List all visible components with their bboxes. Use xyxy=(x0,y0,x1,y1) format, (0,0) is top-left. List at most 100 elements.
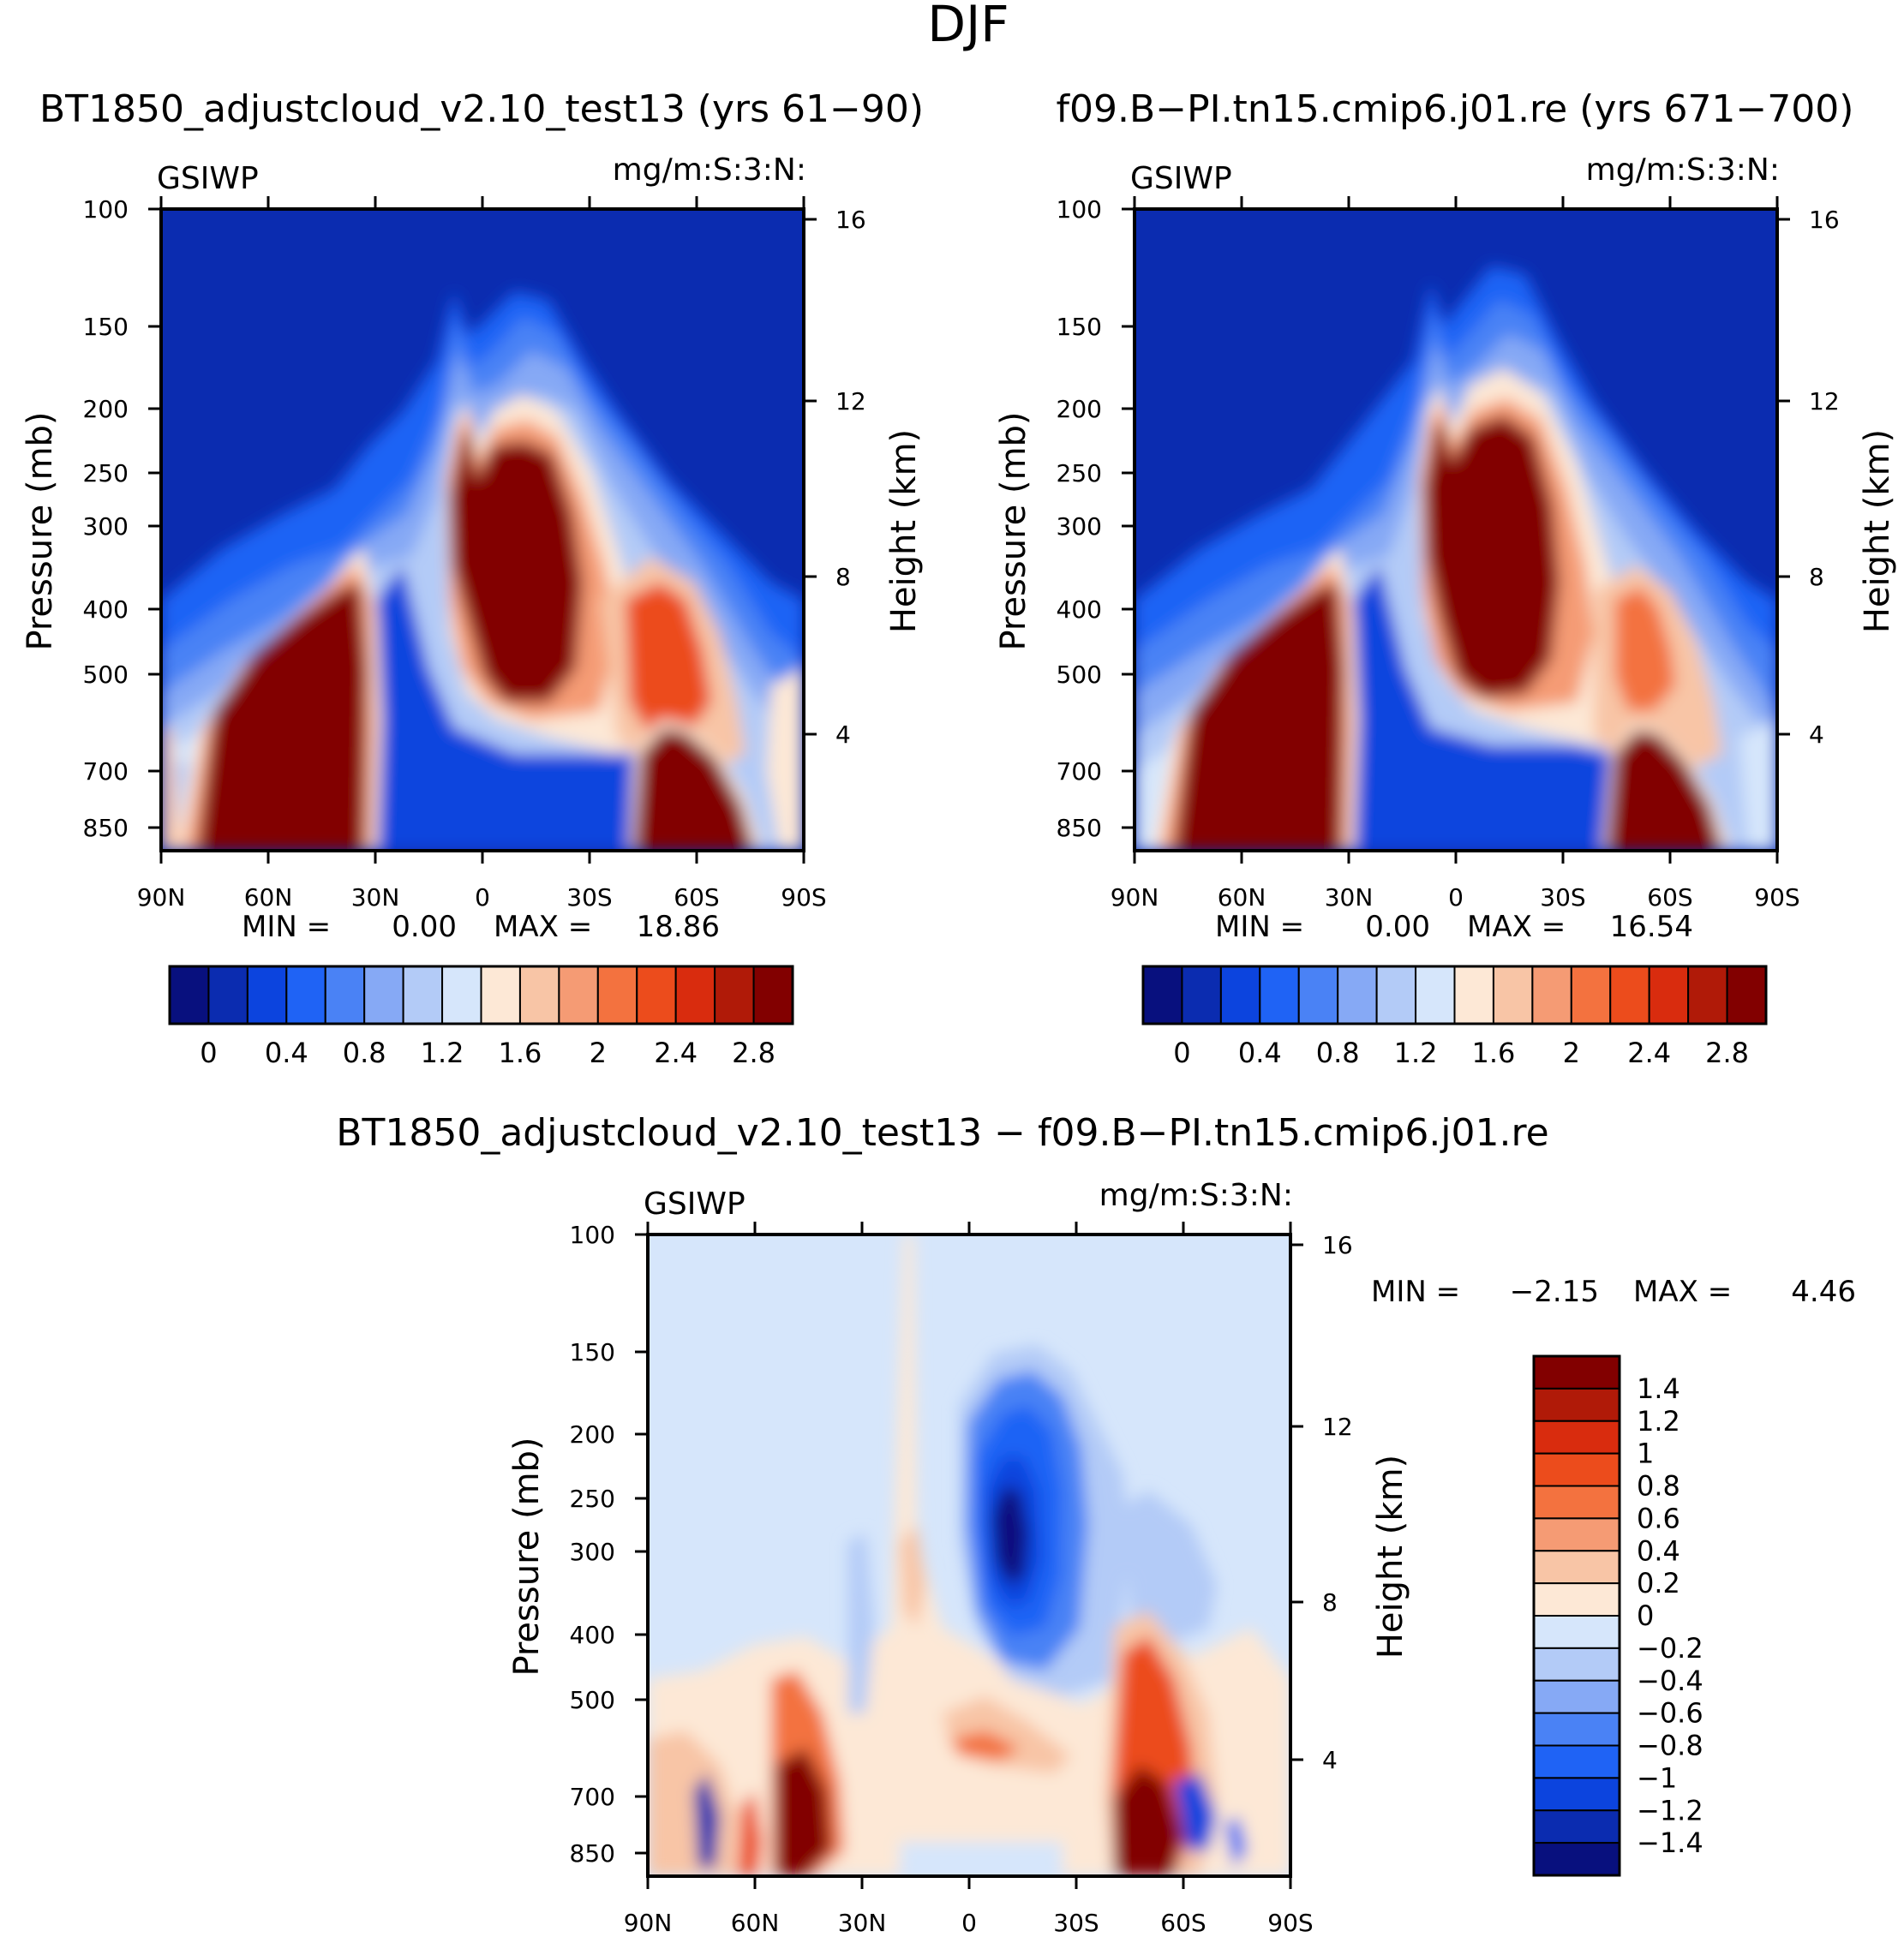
colorbar-label: 1 xyxy=(1637,1438,1654,1470)
colorbar-swatch xyxy=(1648,966,1690,1025)
panel-b-ticks xyxy=(1122,196,1790,864)
panel-b-field xyxy=(1135,209,1777,851)
x-tick-label: 0 xyxy=(961,1909,977,1937)
colorbar-label: 0.4 xyxy=(265,1037,308,1069)
colorbar-label: 0.6 xyxy=(1637,1502,1680,1534)
colorbar-swatch xyxy=(1533,1550,1620,1585)
colorbar-swatch xyxy=(1533,1355,1620,1390)
y-tick-label: 150 xyxy=(1057,313,1102,341)
colorbar-swatch xyxy=(1297,966,1339,1025)
min-value: −2.15 xyxy=(1510,1275,1599,1309)
figure-title: DJF xyxy=(927,0,1009,53)
colorbar-label: 0.4 xyxy=(1637,1534,1680,1567)
colorbar-swatch xyxy=(1533,1647,1620,1682)
colorbar-swatch xyxy=(1533,1387,1620,1422)
units-label: mg/m:S:3:N: xyxy=(613,152,806,188)
panel-a-title: BT1850_adjustcloud_v2.10_test13 (yrs 61−… xyxy=(39,87,924,131)
x-tick-label: 90S xyxy=(1267,1909,1313,1937)
colorbar-label: −0.8 xyxy=(1637,1730,1703,1762)
x-tick-label: 30N xyxy=(1325,883,1374,912)
colorbar-label: 0.2 xyxy=(1637,1567,1680,1599)
y-tick-label: 250 xyxy=(83,459,129,487)
colorbar-swatch xyxy=(1219,966,1261,1025)
colorbar-swatch xyxy=(1570,966,1612,1025)
y-axis-right-label: Height (km) xyxy=(884,429,924,633)
max-value: 16.54 xyxy=(1610,910,1693,944)
colorbar-label: −0.6 xyxy=(1637,1697,1703,1730)
colorbar-label: 0 xyxy=(1637,1599,1654,1632)
panel-b-colorbar: 0 0.4 0.8 1.2 1.6 2 2.4 2.8 xyxy=(1141,965,1768,1069)
max-value: 18.86 xyxy=(637,910,720,944)
colorbar-swatch xyxy=(363,966,404,1025)
colorbar-swatch xyxy=(1533,1420,1620,1455)
y-tick-label: 400 xyxy=(570,1621,615,1649)
x-tick-label: 30S xyxy=(1053,1909,1099,1937)
colorbar-label: 1.2 xyxy=(1394,1037,1438,1069)
colorbar-swatch xyxy=(207,966,248,1025)
x-tick-label: 90S xyxy=(1754,883,1799,912)
y-axis-label: Pressure (mb) xyxy=(994,411,1033,650)
y-tick-label: 200 xyxy=(1057,395,1102,423)
height-tick-label: 12 xyxy=(1322,1413,1353,1441)
colorbar-label: 1.6 xyxy=(1471,1037,1515,1069)
colorbar-label: −1 xyxy=(1637,1761,1677,1794)
y-tick-label: 500 xyxy=(83,661,129,689)
colorbar-swatch xyxy=(1533,1485,1620,1520)
colorbar-swatch xyxy=(596,966,638,1025)
y-axis-label: Pressure (mb) xyxy=(507,1437,547,1676)
colorbar-swatch xyxy=(714,966,755,1025)
y-tick-label: 100 xyxy=(83,195,129,224)
units-label: mg/m:S:3:N: xyxy=(1099,1178,1293,1213)
height-tick-label: 4 xyxy=(1322,1746,1338,1774)
colorbar-swatch xyxy=(674,966,716,1025)
colorbar-swatch xyxy=(169,966,210,1025)
colorbar-label: 2.8 xyxy=(732,1037,775,1069)
x-tick-label: 90N xyxy=(1111,883,1159,912)
colorbar-label: −0.2 xyxy=(1637,1632,1703,1665)
colorbar-label: 0.8 xyxy=(1637,1470,1680,1503)
panel-c-colorbar: 1.41.210.80.60.40.20−0.2−0.4−0.6−0.8−1−1… xyxy=(1532,1354,1703,1877)
min-label: MIN = xyxy=(242,910,331,944)
colorbar-swatch xyxy=(1453,966,1494,1025)
colorbar-swatch xyxy=(1609,966,1650,1025)
y-axis-right-label: Height (km) xyxy=(1858,429,1897,633)
colorbar-swatch xyxy=(285,966,326,1025)
y-tick-label: 850 xyxy=(1057,814,1102,842)
colorbar-swatch xyxy=(1533,1452,1620,1487)
panel-c-field xyxy=(648,1235,1290,1876)
colorbar-swatch xyxy=(480,966,521,1025)
y-tick-label: 400 xyxy=(83,595,129,624)
y-tick-label: 100 xyxy=(570,1221,615,1249)
panel-c-ticks xyxy=(635,1222,1303,1889)
y-tick-label: 250 xyxy=(1057,459,1102,487)
y-tick-label: 300 xyxy=(570,1538,615,1566)
units-label: mg/m:S:3:N: xyxy=(1586,152,1780,188)
panel-b: 90N 60N 30N 0 30S 60S 90S 100 150 200 25… xyxy=(994,152,1897,1069)
colorbar-swatch xyxy=(1533,1679,1620,1714)
height-tick-label: 12 xyxy=(835,387,866,415)
x-tick-label: 60S xyxy=(674,883,719,912)
min-label: MIN = xyxy=(1215,910,1304,944)
y-tick-label: 150 xyxy=(83,313,129,341)
colorbar-swatch xyxy=(1533,1809,1620,1844)
min-label: MIN = xyxy=(1371,1275,1460,1309)
y-tick-label: 500 xyxy=(1057,661,1102,689)
y-tick-label: 500 xyxy=(570,1686,615,1714)
x-tick-label: 60S xyxy=(1160,1909,1206,1937)
colorbar-label: 1.6 xyxy=(498,1037,542,1069)
colorbar-swatch xyxy=(558,966,599,1025)
panel-a-ticks xyxy=(148,196,817,864)
height-tick-label: 8 xyxy=(1809,563,1824,591)
colorbar-swatch xyxy=(1259,966,1300,1025)
colorbar-label: 2 xyxy=(1563,1037,1580,1069)
colorbar-label: 0.8 xyxy=(1316,1037,1360,1069)
colorbar-label: 1.4 xyxy=(1637,1372,1680,1405)
y-tick-label: 400 xyxy=(1057,595,1102,624)
max-label: MAX = xyxy=(1467,910,1566,944)
colorbar-swatch xyxy=(1533,1744,1620,1779)
colorbar-swatch xyxy=(1181,966,1222,1025)
panel-a-colorbar: 0 0.4 0.8 1.2 1.6 2 2.4 2.8 xyxy=(168,965,794,1069)
colorbar-swatch xyxy=(1337,966,1378,1025)
colorbar-swatch xyxy=(1492,966,1534,1025)
y-tick-label: 300 xyxy=(83,512,129,541)
